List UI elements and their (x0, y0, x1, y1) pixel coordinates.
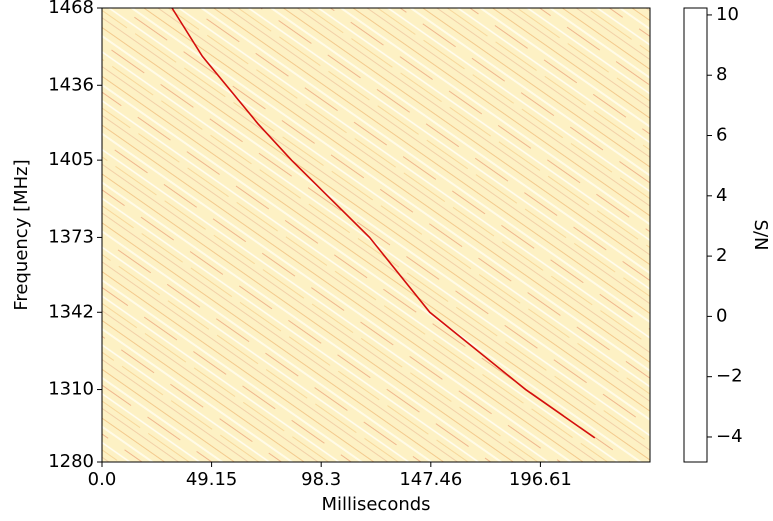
colorbar-tick-label: 2 (716, 245, 727, 266)
y-tick-label: 1310 (48, 379, 94, 400)
x-tick-label: 196.61 (509, 469, 572, 490)
colorbar-tick-label: 6 (716, 125, 727, 146)
colorbar-tick-label: 4 (716, 185, 727, 206)
dispersed-pulse (171, 7, 596, 439)
plot-area (171, 7, 596, 439)
x-tick-label: 0.0 (88, 469, 117, 490)
x-tick-label: 147.46 (399, 469, 462, 490)
colorbar-tick-label: 10 (716, 4, 739, 25)
colorbar-tick-label: 0 (716, 305, 727, 326)
colorbar-tick-label: −4 (716, 426, 743, 447)
y-tick-label: 1468 (48, 0, 94, 18)
y-tick-label: 1405 (48, 149, 94, 170)
colorbar-tick-label: 8 (716, 64, 727, 85)
y-axis-label: Frequency [MHz] (11, 159, 32, 310)
x-tick-label: 98.3 (301, 469, 341, 490)
heatmap-background (102, 8, 650, 462)
plot-frame (101, 7, 651, 463)
y-tick-label: 1280 (48, 451, 94, 472)
colorbar-label: S/N (750, 220, 771, 251)
x-tick-label: 49.15 (186, 469, 238, 490)
x-axis-label: Milliseconds (321, 494, 430, 515)
y-tick-label: 1373 (48, 226, 94, 247)
colorbar (683, 7, 708, 463)
y-tick-label: 1342 (48, 301, 94, 322)
colorbar-tick-label: −2 (716, 366, 743, 387)
y-tick-label: 1436 (48, 74, 94, 95)
